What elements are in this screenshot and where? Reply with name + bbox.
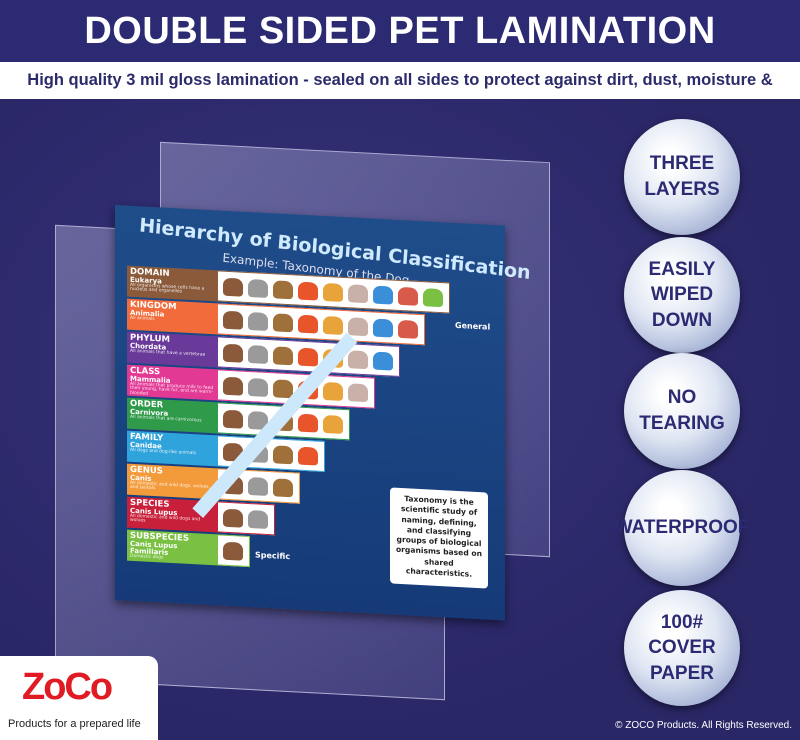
animal-icon bbox=[223, 409, 243, 429]
animal-icon bbox=[223, 277, 243, 297]
animal-icon bbox=[273, 279, 293, 299]
organism-bar bbox=[217, 501, 275, 536]
level-label: DOMAIN Eukarya All organisms whose cells h… bbox=[127, 265, 217, 302]
animal-icon bbox=[348, 316, 368, 336]
animal-icon bbox=[398, 286, 418, 306]
logo-brand: ZoCo bbox=[22, 666, 113, 708]
level-label: PHYLUM Chordata All animals that have a ve… bbox=[127, 331, 217, 368]
level-row: SUBSPECIES Canis Lupus Familiaris Domestic… bbox=[127, 529, 250, 568]
animal-icon bbox=[248, 344, 268, 364]
animal-icon bbox=[398, 319, 418, 339]
animal-icon bbox=[273, 345, 293, 365]
animal-icon bbox=[348, 349, 368, 369]
taxonomy-note: Taxonomy is the scientific study of nami… bbox=[390, 487, 488, 589]
animal-icon bbox=[298, 281, 318, 301]
animal-icon bbox=[223, 310, 243, 330]
animal-icon bbox=[223, 508, 243, 528]
feature-badge: EASILY WIPED DOWN bbox=[624, 237, 740, 353]
organism-bar bbox=[217, 534, 250, 568]
animal-icon bbox=[248, 278, 268, 298]
animal-icon bbox=[248, 476, 268, 496]
animal-icon bbox=[248, 377, 268, 397]
animal-icon bbox=[323, 282, 343, 302]
page-title: DOUBLE SIDED PET LAMINATION bbox=[0, 0, 800, 62]
level-label: KINGDOM Animalia All animals bbox=[127, 298, 217, 335]
animal-icon bbox=[298, 347, 318, 367]
animal-icon bbox=[323, 381, 343, 401]
animal-icon bbox=[373, 318, 393, 338]
animal-icon bbox=[273, 444, 293, 464]
zoco-logo: ZoCo Products for a prepared life bbox=[0, 656, 158, 740]
feature-badge: THREE LAYERS bbox=[624, 119, 740, 235]
animal-icon bbox=[348, 382, 368, 402]
subtitle: High quality 3 mil gloss lamination - se… bbox=[0, 62, 800, 126]
animal-icon bbox=[248, 311, 268, 331]
poster: Hierarchy of Biological Classification E… bbox=[115, 205, 531, 621]
animal-icon bbox=[248, 509, 268, 529]
animal-icon bbox=[298, 446, 318, 466]
level-label: ORDER Carnivora All animals that are carni… bbox=[127, 397, 217, 434]
feature-badge: 100# COVER PAPER bbox=[624, 590, 740, 706]
animal-icon bbox=[223, 343, 243, 363]
level-label: CLASS Mammalia All animals that produce mi… bbox=[127, 364, 217, 401]
feature-badge: WATERPROOF bbox=[615, 470, 749, 586]
animal-icon bbox=[273, 378, 293, 398]
animal-icon bbox=[273, 312, 293, 332]
specific-label: Specific bbox=[255, 550, 291, 562]
general-label: General bbox=[455, 320, 491, 332]
animal-icon bbox=[373, 351, 393, 371]
animal-icon bbox=[273, 477, 293, 497]
animal-icon bbox=[348, 283, 368, 303]
animal-icon bbox=[323, 414, 343, 434]
level-label: FAMILY Canidae All dogs and dog-like anima… bbox=[127, 430, 217, 467]
animal-icon bbox=[223, 541, 243, 561]
level-label: SUBSPECIES Canis Lupus Familiaris Domestic… bbox=[127, 529, 217, 566]
animal-icon bbox=[373, 285, 393, 305]
copyright: © ZOCO Products. All Rights Reserved. bbox=[615, 720, 792, 731]
animal-icon bbox=[223, 376, 243, 396]
feature-badge: NO TEARING bbox=[624, 353, 740, 469]
animal-icon bbox=[298, 314, 318, 334]
logo-tagline: Products for a prepared life bbox=[8, 718, 141, 730]
animal-icon bbox=[298, 413, 318, 433]
animal-icon bbox=[323, 315, 343, 335]
animal-icon bbox=[423, 287, 443, 307]
